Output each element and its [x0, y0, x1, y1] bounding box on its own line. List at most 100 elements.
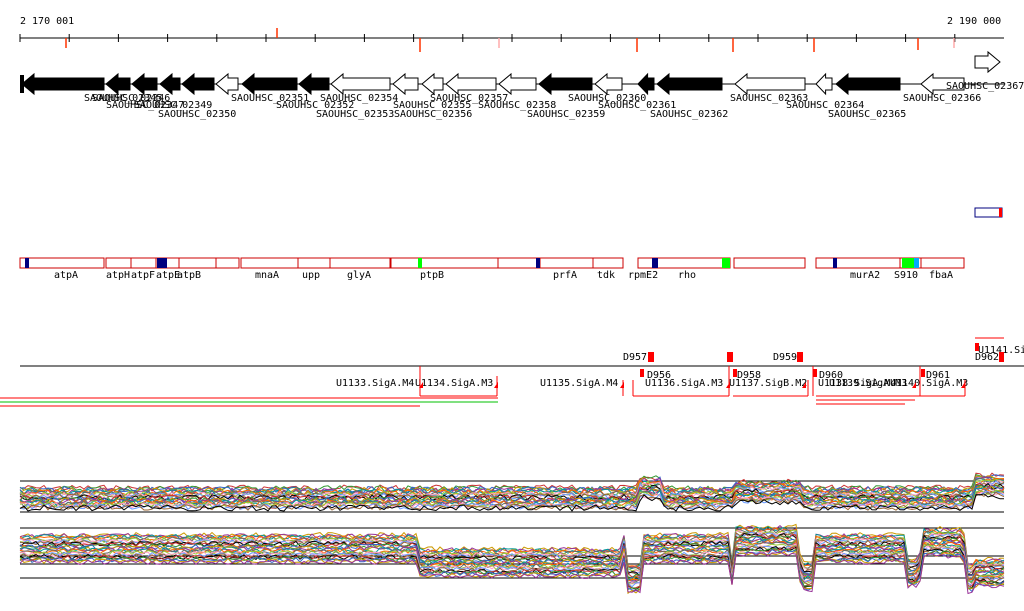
gene-label[interactable]: SAOUHSC_02360 [568, 93, 646, 104]
gene-arrow[interactable] [105, 72, 131, 96]
gene-arrow[interactable] [21, 72, 105, 96]
feature-label[interactable]: D958 [737, 370, 761, 381]
gene-label[interactable]: SAOUHSC_02347 [106, 100, 184, 111]
operon-label[interactable]: mnaA [255, 270, 279, 281]
feature-label[interactable]: U1141.Si [978, 345, 1024, 356]
operon-label[interactable]: atpH [106, 270, 130, 281]
operon-box[interactable] [539, 257, 594, 269]
gene-arrow[interactable] [815, 72, 833, 96]
gene-arrow[interactable] [241, 72, 298, 96]
feature-marker[interactable] [727, 352, 733, 362]
gene-arrow[interactable] [498, 72, 537, 96]
gene-label[interactable]: SAOUHSC_02354 [320, 93, 398, 104]
gene-arrow[interactable] [330, 72, 391, 96]
gene-arrow[interactable] [974, 50, 1001, 74]
feature-label[interactable]: U1135.SigA.M4 [540, 378, 618, 389]
operon-box[interactable] [815, 257, 901, 269]
gene-label[interactable]: SAOUHSC_02356 [394, 109, 472, 120]
operon-label[interactable]: fbaA [929, 270, 953, 281]
operon-label[interactable]: atpE [156, 270, 180, 281]
gene-label[interactable]: SAOUHSC_02346 [92, 93, 170, 104]
operon-label[interactable]: rpmE2 [628, 270, 658, 281]
gene-arrow[interactable] [594, 72, 623, 96]
operon-box[interactable] [733, 257, 806, 269]
operon-box[interactable] [420, 257, 499, 269]
operon-box[interactable] [19, 257, 105, 269]
overview-box[interactable] [974, 207, 1003, 218]
gene-label[interactable]: SAOUHSC_02351 [231, 93, 309, 104]
gene-label[interactable]: SAOUHSC_02364 [786, 100, 864, 111]
feature-label[interactable]: U1134.SigA.M3 [415, 378, 493, 389]
feature-label[interactable]: D961 [926, 370, 950, 381]
feature-marker[interactable] [648, 352, 654, 362]
operon-box[interactable] [178, 257, 217, 269]
gene-arrow[interactable] [181, 72, 215, 96]
operon-box[interactable] [592, 257, 624, 269]
gene-arrow[interactable] [421, 72, 444, 96]
gene-label[interactable]: SAOUHSC_02349 [134, 100, 212, 111]
gene-arrow[interactable] [298, 72, 330, 96]
feature-marker[interactable] [975, 343, 979, 351]
operon-box[interactable] [637, 257, 731, 269]
gene-arrow[interactable] [538, 72, 593, 96]
operon-box[interactable] [920, 257, 965, 269]
feature-marker[interactable] [999, 352, 1004, 362]
feature-label[interactable]: D962 [975, 352, 999, 363]
gene-label[interactable]: SAOUHSC_02358 [478, 100, 556, 111]
operon-box[interactable] [497, 257, 541, 269]
feature-label[interactable]: U1139.SigA.M3 [829, 378, 907, 389]
operon-box[interactable] [130, 257, 157, 269]
feature-label[interactable]: D959 [773, 352, 797, 363]
gene-label[interactable]: SAOUHSC_02352 [276, 100, 354, 111]
feature-marker[interactable] [921, 369, 925, 377]
operon-label[interactable]: S910 [894, 270, 918, 281]
gene-fragment[interactable] [20, 75, 24, 93]
feature-label[interactable]: U1138.SigA.M4 [818, 378, 896, 389]
gene-arrow[interactable] [392, 72, 419, 96]
feature-marker[interactable] [640, 369, 644, 377]
operon-box[interactable] [329, 257, 391, 269]
gene-label[interactable]: SAOUHSC_02353 [316, 109, 394, 120]
feature-marker[interactable] [797, 352, 803, 362]
operon-box[interactable] [215, 257, 240, 269]
gene-label[interactable]: SAOUHSC_02365 [828, 109, 906, 120]
gene-arrow[interactable] [215, 72, 239, 96]
gene-label[interactable]: SAOUHSC_02357 [430, 93, 508, 104]
gene-arrow[interactable] [920, 72, 965, 96]
feature-label[interactable]: D957 [623, 352, 647, 363]
gene-arrow[interactable] [656, 72, 723, 96]
gene-label[interactable]: SAOUHSC_02345 [84, 93, 162, 104]
gene-label[interactable]: SAOUHSC_02367 [946, 81, 1024, 92]
operon-label[interactable]: upp [302, 270, 320, 281]
feature-label[interactable]: D960 [819, 370, 843, 381]
operon-label[interactable]: rho [678, 270, 696, 281]
gene-arrow[interactable] [637, 72, 655, 96]
feature-label[interactable]: U1133.SigA.M4 [336, 378, 414, 389]
operon-label[interactable]: atpF [131, 270, 155, 281]
operon-label[interactable]: atpA [54, 270, 78, 281]
operon-label[interactable]: atpB [177, 270, 201, 281]
feature-label[interactable]: U1136.SigA.M3 [645, 378, 723, 389]
gene-label[interactable]: SAOUHSC_02350 [158, 109, 236, 120]
operon-box[interactable] [297, 257, 331, 269]
feature-marker[interactable] [733, 369, 737, 377]
gene-label[interactable]: SAOUHSC_02366 [903, 93, 981, 104]
gene-arrow[interactable] [445, 72, 497, 96]
feature-label[interactable]: U1140.SigA.M3 [890, 378, 968, 389]
operon-label[interactable]: tdk [597, 270, 615, 281]
operon-label[interactable]: ptpB [420, 270, 444, 281]
gene-label[interactable]: SAOUHSC_02363 [730, 93, 808, 104]
gene-arrow[interactable] [159, 72, 181, 96]
feature-marker[interactable] [813, 369, 817, 377]
operon-box[interactable] [390, 257, 422, 269]
operon-label[interactable]: murA2 [850, 270, 880, 281]
gene-label[interactable]: SAOUHSC_02362 [650, 109, 728, 120]
operon-label[interactable]: prfA [553, 270, 577, 281]
feature-label[interactable]: D956 [647, 370, 671, 381]
gene-arrow[interactable] [131, 72, 158, 96]
gene-label[interactable]: SAOUHSC_02361 [598, 100, 676, 111]
gene-label[interactable]: SAOUHSC_02355 [393, 100, 471, 111]
operon-box[interactable] [240, 257, 299, 269]
operon-label[interactable]: glyA [347, 270, 371, 281]
gene-label[interactable]: SAOUHSC_02359 [527, 109, 605, 120]
